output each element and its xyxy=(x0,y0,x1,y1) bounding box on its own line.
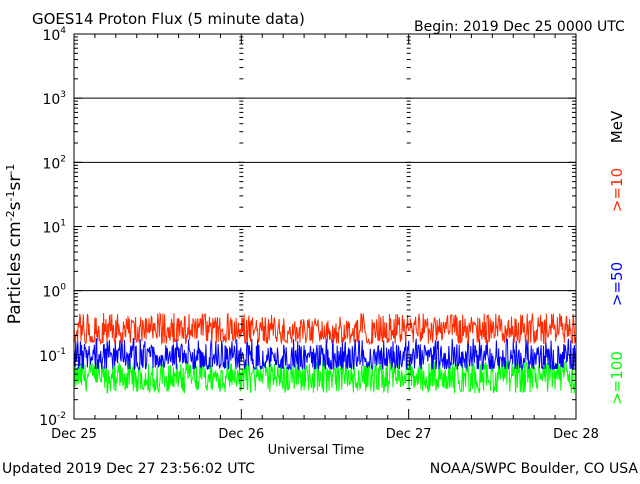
x-tick-label: Dec 26 xyxy=(218,427,264,442)
legend-group: MeV >=10 >=50 >=100 xyxy=(608,110,626,405)
y-tick-label-exp: -2 xyxy=(57,411,66,421)
x-axis-label: Universal Time xyxy=(268,443,365,458)
x-tick-label: Dec 27 xyxy=(386,427,432,442)
y-tick-label-exp: 2 xyxy=(60,154,66,164)
y-tick-label: 100 xyxy=(42,283,66,301)
y-axis-label-group: Particles cm-2s-1sr-1Particles cm⁻²s⁻¹sr… xyxy=(4,164,26,325)
chart-title: GOES14 Proton Flux (5 minute data) xyxy=(32,10,305,28)
legend-ge50: >=50 xyxy=(608,262,626,306)
plot-area xyxy=(74,97,576,292)
y-axis-label: Particles cm-2s-1sr-1Particles cm⁻²s⁻¹sr… xyxy=(4,164,26,325)
y-axis-label-part: s xyxy=(5,201,25,210)
y-tick-label: 104 xyxy=(42,26,66,44)
y-tick-label-base: 10 xyxy=(39,349,57,365)
y-tick-label-base: 10 xyxy=(42,156,60,172)
legend-ge100: >=100 xyxy=(608,351,626,405)
y-axis-label-part: -2 xyxy=(4,210,17,221)
y-tick-label: 102 xyxy=(42,154,66,172)
y-axis-label-part: -1 xyxy=(4,164,17,175)
y-tick-label-base: 10 xyxy=(42,285,60,301)
y-tick-label-exp: 0 xyxy=(60,283,66,293)
y-axis-label-part: -1 xyxy=(4,191,17,202)
y-tick-label-base: 10 xyxy=(42,221,60,237)
begin-date-label: Begin: 2019 Dec 25 0000 UTC xyxy=(414,19,625,35)
x-tick-label: Dec 25 xyxy=(51,427,97,442)
legend-unit-label: MeV xyxy=(608,110,626,143)
y-tick-label: 103 xyxy=(42,90,66,108)
y-tick-label-base: 10 xyxy=(42,28,60,44)
y-tick-label-exp: 4 xyxy=(60,26,66,36)
y-tick-label: 10-2 xyxy=(39,411,66,429)
updated-timestamp: Updated 2019 Dec 27 23:56:02 UTC xyxy=(2,461,255,477)
y-tick-label: 101 xyxy=(42,219,66,237)
series-layer xyxy=(73,311,577,394)
legend-ge10: >=10 xyxy=(608,168,626,212)
y-tick-label-base: 10 xyxy=(39,413,57,429)
series-line xyxy=(73,336,577,371)
y-axis-label-part: sr xyxy=(5,175,25,191)
x-tick-label: Dec 28 xyxy=(553,427,599,442)
y-tick-label-exp: 3 xyxy=(60,90,66,100)
series-line xyxy=(73,311,577,346)
y-axis-label-part: Particles cm xyxy=(5,221,25,324)
credit-label: NOAA/SWPC Boulder, CO USA xyxy=(430,461,639,477)
y-tick-label-exp: 1 xyxy=(60,219,66,229)
y-tick-label: 10-1 xyxy=(39,347,66,365)
y-tick-label-exp: -1 xyxy=(57,347,66,357)
y-tick-label-base: 10 xyxy=(42,92,60,108)
